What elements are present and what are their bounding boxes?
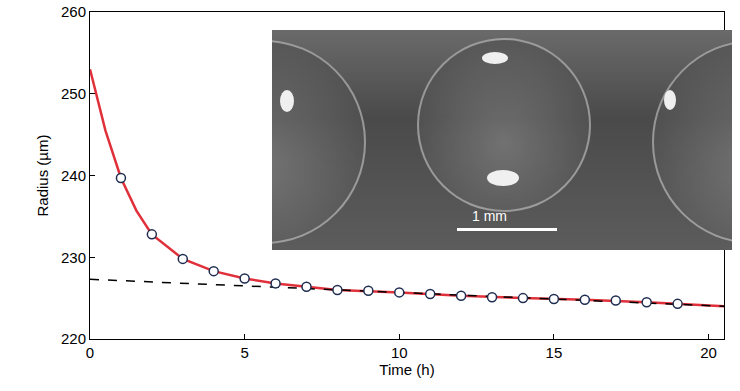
svg-text:260: 260 (61, 3, 86, 20)
svg-text:20: 20 (700, 344, 717, 361)
svg-text:220: 220 (61, 330, 86, 347)
svg-text:Time (h): Time (h) (379, 361, 434, 378)
svg-text:5: 5 (240, 344, 248, 361)
html-text:1 mm: 1 mm (472, 208, 507, 224)
svg-text:0: 0 (86, 344, 94, 361)
svg-text:Radius (µm): Radius (µm) (34, 135, 51, 217)
svg-text:230: 230 (61, 249, 86, 266)
svg-text:15: 15 (546, 344, 563, 361)
svg-text:250: 250 (61, 85, 86, 102)
svg-text:240: 240 (61, 167, 86, 184)
svg-text:10: 10 (391, 344, 408, 361)
